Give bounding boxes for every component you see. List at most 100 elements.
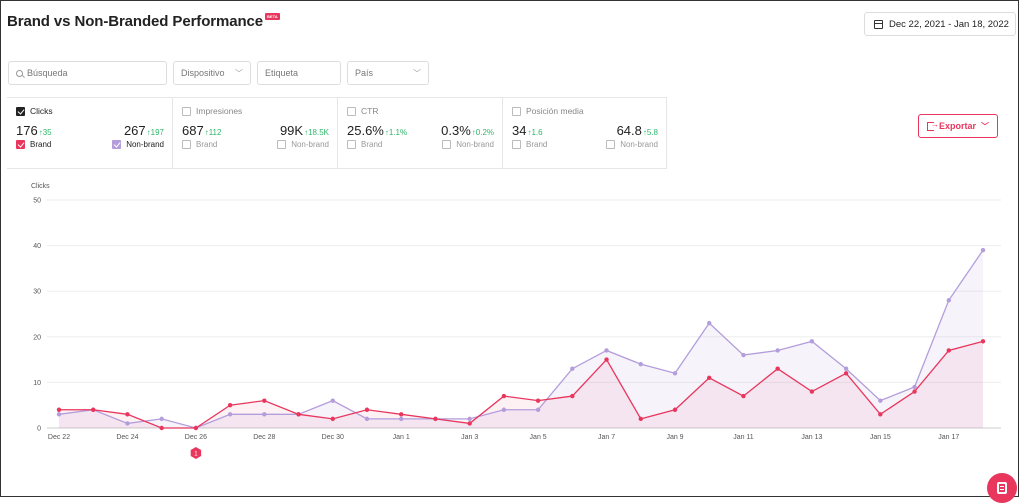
metrics-panel: Clicks 176↑35 267↑197 Brand Non-brand Im… xyxy=(7,97,667,169)
tag-input[interactable]: Etiqueta xyxy=(257,61,341,85)
device-label: Dispositivo xyxy=(181,68,225,78)
y-tick-label: 10 xyxy=(33,380,41,387)
x-tick-label: Jan 1 xyxy=(393,434,410,441)
data-point xyxy=(364,416,370,422)
series-area xyxy=(59,250,983,428)
date-range-picker[interactable]: Dec 22, 2021 - Jan 18, 2022 xyxy=(864,12,1016,36)
metric-label: Posición media xyxy=(526,106,584,116)
country-label: País xyxy=(355,68,374,78)
data-point xyxy=(604,348,609,353)
metric-card-position[interactable]: Posición media 34↑1.6 64.8↑5.8 Brand Non… xyxy=(503,98,667,168)
nonbrand-toggle[interactable]: Non-brand xyxy=(277,140,329,149)
nonbrand-toggle[interactable]: Non-brand xyxy=(442,140,494,149)
nonbrand-value: 64.8↑5.8 xyxy=(616,123,658,138)
y-axis-label: Clicks xyxy=(31,183,50,190)
annotation-label: 1 xyxy=(194,452,198,458)
data-point xyxy=(741,393,746,399)
data-point xyxy=(843,366,849,371)
device-dropdown[interactable]: Dispositivo ﹀ xyxy=(173,61,251,85)
data-point xyxy=(56,407,62,412)
metric-checkbox[interactable] xyxy=(347,106,356,116)
metric-checkbox[interactable] xyxy=(16,106,25,116)
data-point xyxy=(125,412,130,417)
x-tick-label: Jan 3 xyxy=(461,434,478,441)
metric-card-impressions[interactable]: Impresiones 687↑112 99K↑18.5K Brand Non-… xyxy=(173,98,338,168)
x-tick-label: Jan 5 xyxy=(530,434,547,441)
data-point xyxy=(193,425,199,431)
country-dropdown[interactable]: País ﹀ xyxy=(347,61,429,85)
chevron-down-icon: ﹀ xyxy=(413,68,421,78)
clicks-chart[interactable]: Clicks 0 10 20 30 40 50 Dec 22 Dec 24 Dec 26 Dec 2… xyxy=(1,176,1020,466)
header: Brand vs Non-Branded Performance BETA xyxy=(7,13,280,30)
nonbrand-toggle[interactable]: Non-brand xyxy=(112,140,164,149)
brand-toggle[interactable]: Brand xyxy=(182,140,217,149)
data-point xyxy=(159,425,164,431)
metric-checkbox[interactable] xyxy=(512,106,521,116)
brand-toggle[interactable]: Brand xyxy=(347,140,382,149)
x-tick-label: Jan 13 xyxy=(801,434,822,441)
metric-label: Clicks xyxy=(30,106,53,116)
data-point xyxy=(912,384,917,390)
series-line xyxy=(58,249,984,429)
nonbrand-checkbox[interactable] xyxy=(606,140,616,149)
brand-checkbox[interactable] xyxy=(347,140,356,149)
data-point xyxy=(809,339,815,344)
metric-card-clicks[interactable]: Clicks 176↑35 267↑197 Brand Non-brand xyxy=(7,98,173,168)
metric-label: CTR xyxy=(361,106,379,116)
data-point xyxy=(535,398,541,403)
x-tick-label: Jan 7 xyxy=(598,434,615,441)
brand-value: 176↑35 xyxy=(16,123,52,138)
nonbrand-value: 267↑197 xyxy=(123,123,164,138)
x-tick-label: Jan 11 xyxy=(733,434,754,441)
y-tick-label: 0 xyxy=(37,426,41,433)
x-tick-label: Dec 28 xyxy=(253,434,275,441)
annotation-marker xyxy=(190,447,202,459)
data-point xyxy=(775,366,780,371)
y-tick-label: 50 xyxy=(33,198,41,205)
brand-toggle[interactable]: Brand xyxy=(512,140,547,149)
page-title: Brand vs Non-Branded Performance xyxy=(7,13,264,30)
data-point xyxy=(467,421,472,426)
search-icon xyxy=(16,69,23,77)
data-point xyxy=(91,407,96,412)
brand-checkbox[interactable] xyxy=(182,140,191,149)
data-point xyxy=(227,412,233,417)
data-point xyxy=(56,412,62,417)
export-button[interactable]: Exportar ﹀ xyxy=(918,114,998,138)
tag-label: Etiqueta xyxy=(265,68,299,78)
export-label: Exportar xyxy=(938,121,976,131)
calendar-icon xyxy=(874,19,883,29)
x-tick-label: Jan 17 xyxy=(938,434,959,441)
filter-bar: Búsqueda Dispositivo ﹀ Etiqueta País ﹀ xyxy=(8,61,429,85)
brand-value: 25.6%↑1.1% xyxy=(347,123,408,138)
data-point xyxy=(707,320,712,326)
nonbrand-value: 99K↑18.5K xyxy=(279,123,329,138)
brand-checkbox[interactable] xyxy=(512,140,521,149)
search-placeholder: Búsqueda xyxy=(27,68,68,78)
brand-checkbox[interactable] xyxy=(16,140,25,149)
nonbrand-value: 0.3%↑0.2% xyxy=(441,123,494,138)
data-point xyxy=(330,398,335,403)
data-point xyxy=(125,421,130,426)
data-point xyxy=(809,389,815,394)
series-area xyxy=(59,341,983,428)
data-point xyxy=(638,361,643,367)
nonbrand-checkbox[interactable] xyxy=(277,140,287,149)
beta-badge: BETA xyxy=(265,13,280,20)
brand-value: 34↑1.6 xyxy=(512,123,543,138)
x-tick-label: Dec 26 xyxy=(185,434,207,441)
data-point xyxy=(570,366,575,371)
nonbrand-checkbox[interactable] xyxy=(112,140,122,149)
brand-toggle[interactable]: Brand xyxy=(16,140,51,149)
help-fab-button[interactable] xyxy=(987,473,1017,503)
nonbrand-checkbox[interactable] xyxy=(442,140,452,149)
chevron-down-icon: ﹀ xyxy=(235,68,243,78)
metric-checkbox[interactable] xyxy=(182,106,191,116)
nonbrand-toggle[interactable]: Non-brand xyxy=(606,140,658,149)
search-input[interactable]: Búsqueda xyxy=(8,61,167,85)
data-point xyxy=(364,407,370,412)
x-tick-label: Dec 30 xyxy=(322,434,344,441)
brand-value: 687↑112 xyxy=(182,123,222,138)
data-point xyxy=(980,247,986,253)
metric-card-ctr[interactable]: CTR 25.6%↑1.1% 0.3%↑0.2% Brand Non-brand xyxy=(338,98,503,168)
